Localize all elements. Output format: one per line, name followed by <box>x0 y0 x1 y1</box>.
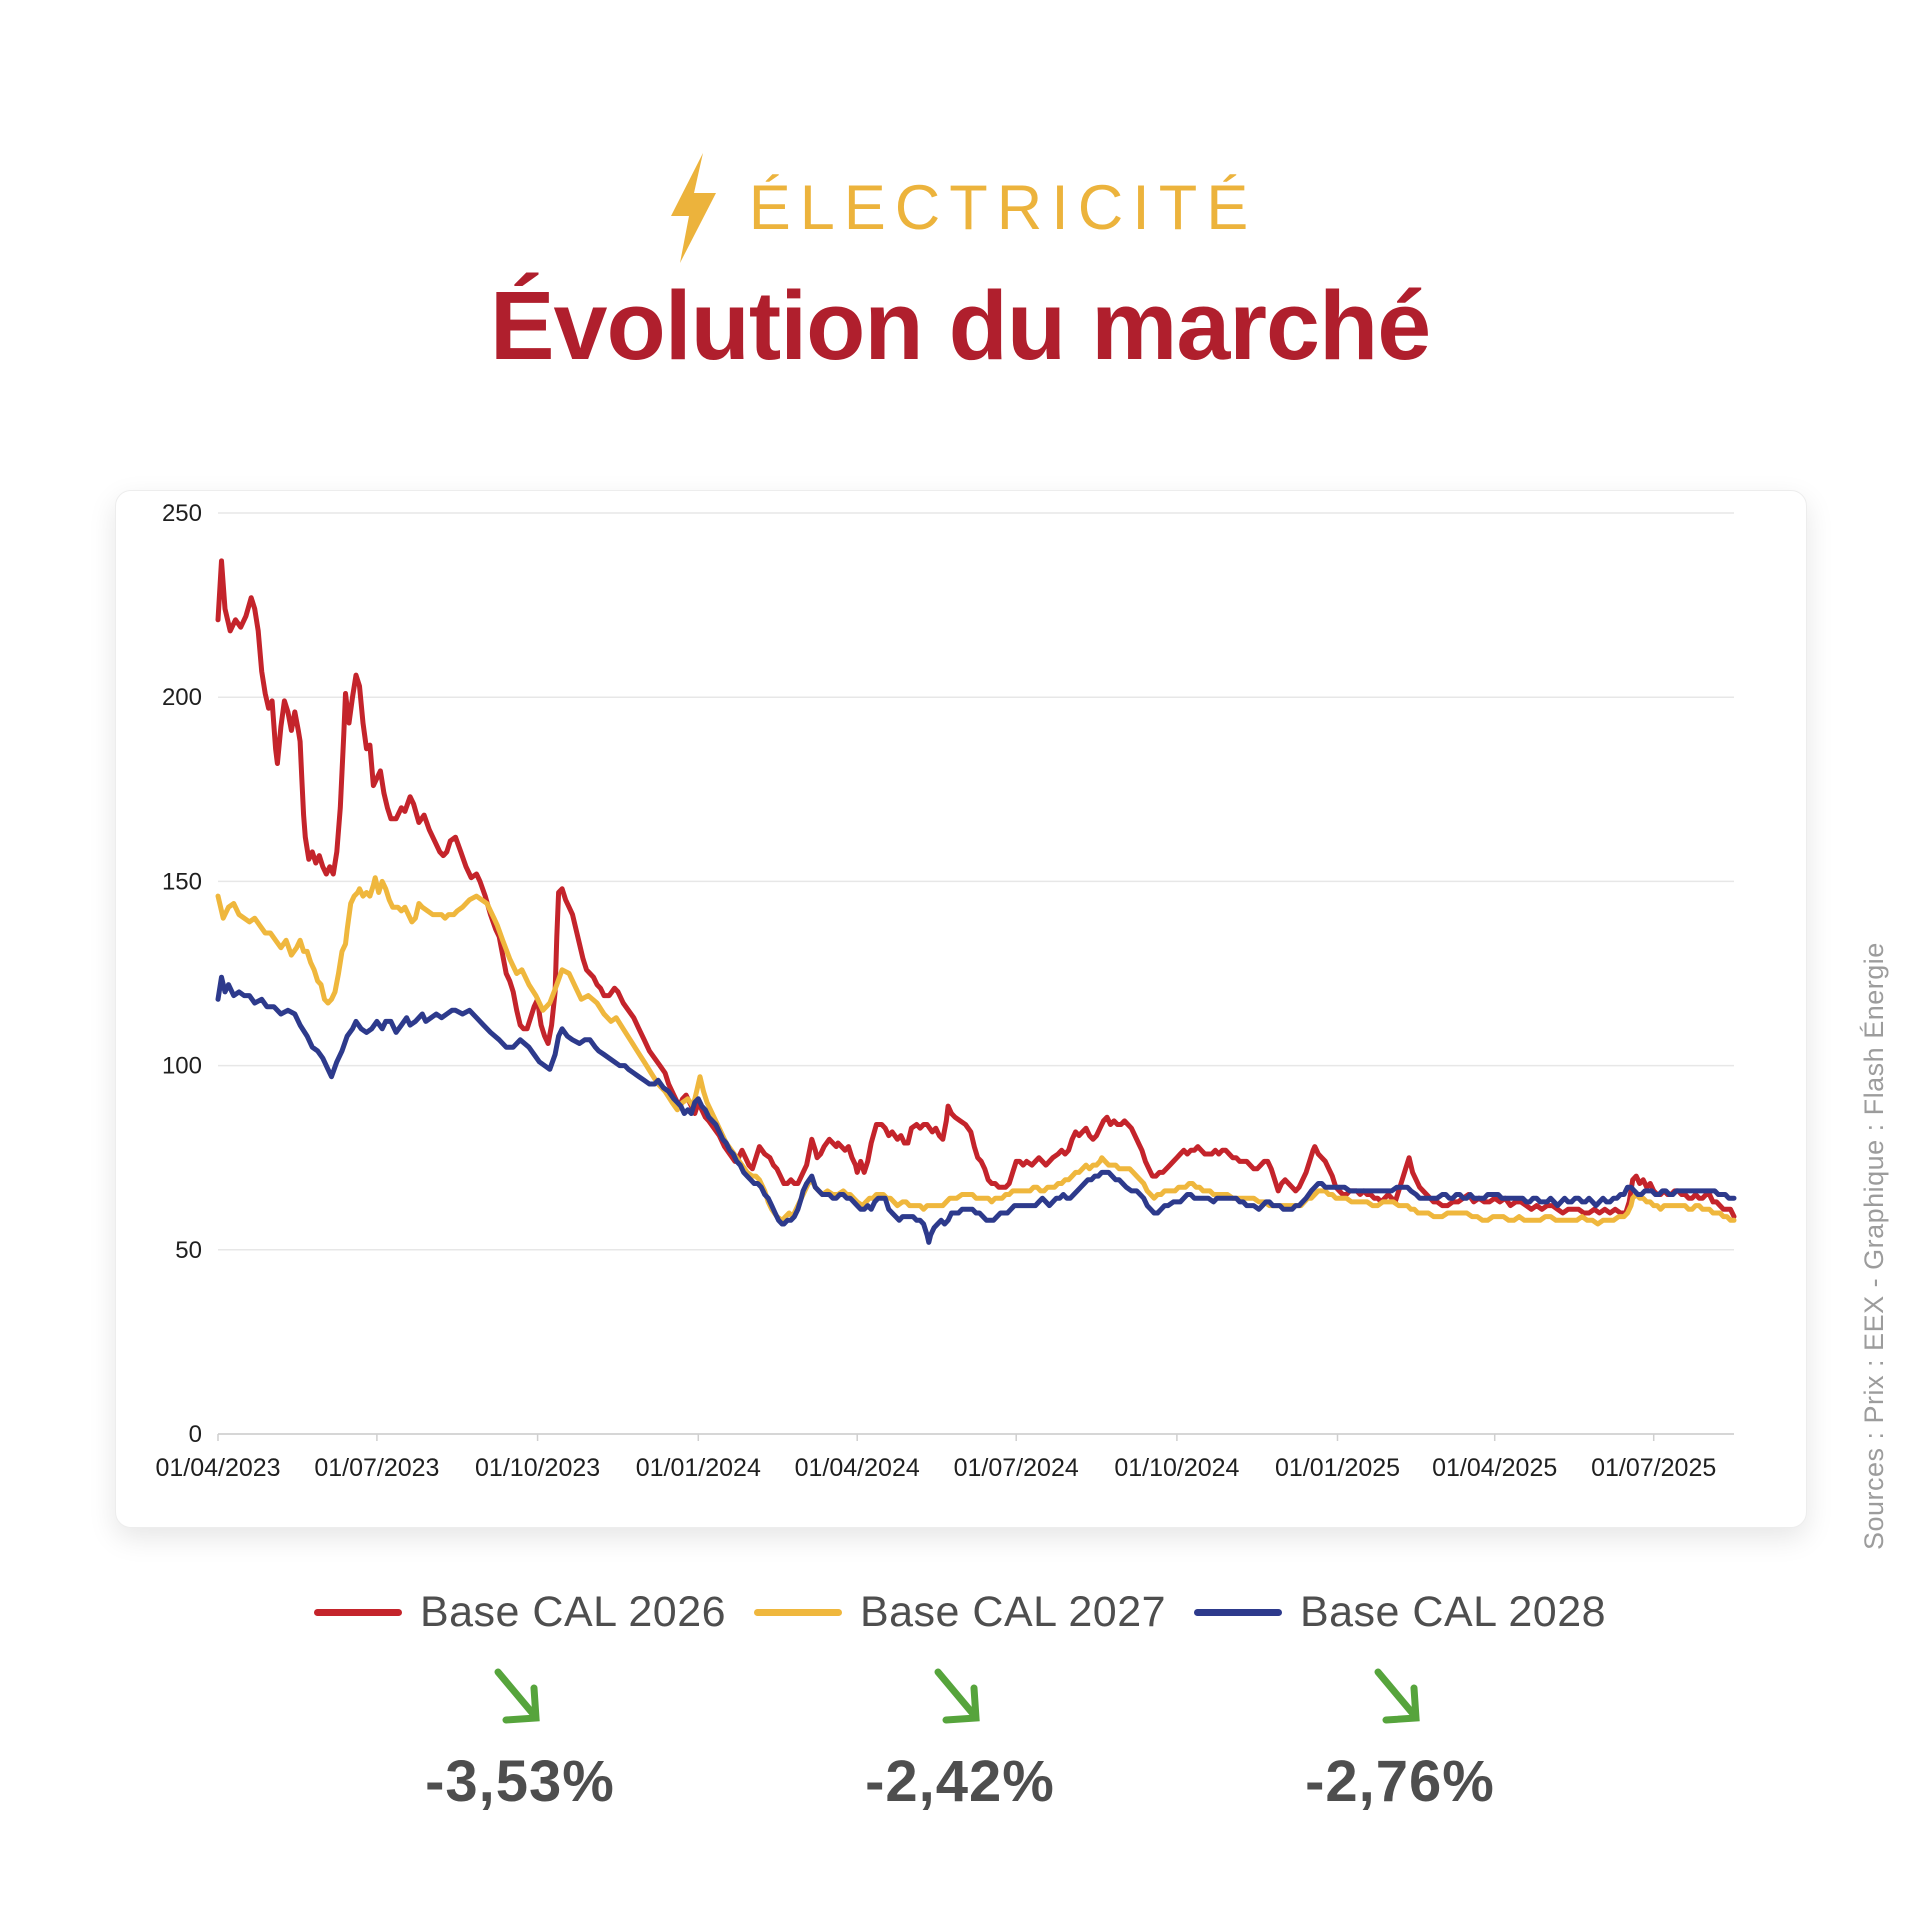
series-line-base-cal-2027 <box>215 875 1737 1227</box>
y-axis-label-0: 0 <box>189 1421 202 1448</box>
x-axis-label: 01/01/2024 <box>636 1454 761 1482</box>
down-right-arrow-icon <box>1374 1668 1420 1724</box>
legend-item-cal-2027: Base CAL 2027 <box>750 1588 1170 1637</box>
y-axis-label-100: 100 <box>162 1053 202 1080</box>
legend-label: Base CAL 2028 <box>1299 1588 1607 1636</box>
change-value: -2,76% <box>1305 1749 1495 1814</box>
legend-item-cal-2026: Base CAL 2026 <box>310 1588 730 1637</box>
lightning-bolt-icon <box>670 153 716 263</box>
x-axis-label: 01/07/2025 <box>1591 1454 1716 1482</box>
eyebrow: ÉLECTRICITÉ <box>0 148 1920 268</box>
change-value: -3,53% <box>425 1749 615 1814</box>
line-chart: 0 50 100 150 200 250 01/04/2023 01/07/2023 01/10… <box>155 500 1737 1482</box>
legend-label: Base CAL 2026 <box>419 1588 727 1636</box>
change-item-cal-2027: -2,42% <box>750 1662 1170 1815</box>
x-axis-label: 01/10/2023 <box>475 1454 600 1482</box>
legend-swatch-blue <box>1193 1609 1282 1616</box>
legend-swatch-yellow <box>753 1609 842 1616</box>
change-item-cal-2026: -3,53% <box>310 1662 730 1815</box>
source-note: Sources : Prix : EEX - Graphique : Flash… <box>1859 942 1889 1550</box>
x-axis-label: 01/07/2024 <box>954 1454 1079 1482</box>
legend: Base CAL 2026 Base CAL 2027 Base CAL 202… <box>0 1588 1920 1637</box>
y-axis-label-250: 250 <box>162 500 202 527</box>
series-line-base-cal-2026 <box>215 558 1737 1220</box>
series-line-base-cal-2028 <box>215 974 1737 1245</box>
page-title: Évolution du marché <box>489 271 1431 380</box>
x-axis-label: 01/04/2025 <box>1432 1454 1557 1482</box>
x-axis-label: 01/04/2024 <box>795 1454 920 1482</box>
header: ÉLECTRICITÉ Évolution du marché <box>0 148 1920 382</box>
change-item-cal-2028: -2,76% <box>1190 1662 1610 1815</box>
down-right-arrow-icon <box>934 1668 980 1724</box>
x-axis-label: 01/10/2024 <box>1114 1454 1239 1482</box>
legend-swatch-red <box>313 1609 402 1616</box>
x-axis-label: 01/01/2025 <box>1275 1454 1400 1482</box>
chart-card: 0 50 100 150 200 250 01/04/2023 01/07/2023 01/10… <box>115 490 1807 1528</box>
down-right-arrow-icon <box>494 1668 540 1724</box>
y-axis-label-200: 200 <box>162 684 202 711</box>
x-axis-label: 01/04/2023 <box>155 1454 280 1482</box>
y-axis-label-150: 150 <box>162 868 202 895</box>
change-value: -2,42% <box>865 1749 1055 1814</box>
x-axis-label: 01/07/2023 <box>314 1454 439 1482</box>
eyebrow-label: ÉLECTRICITÉ <box>748 173 1258 243</box>
legend-label: Base CAL 2027 <box>859 1588 1167 1636</box>
change-row: -3,53% -2,42% -2,76% <box>0 1662 1920 1815</box>
y-axis-label-50: 50 <box>175 1237 202 1264</box>
legend-item-cal-2028: Base CAL 2028 <box>1190 1588 1610 1637</box>
